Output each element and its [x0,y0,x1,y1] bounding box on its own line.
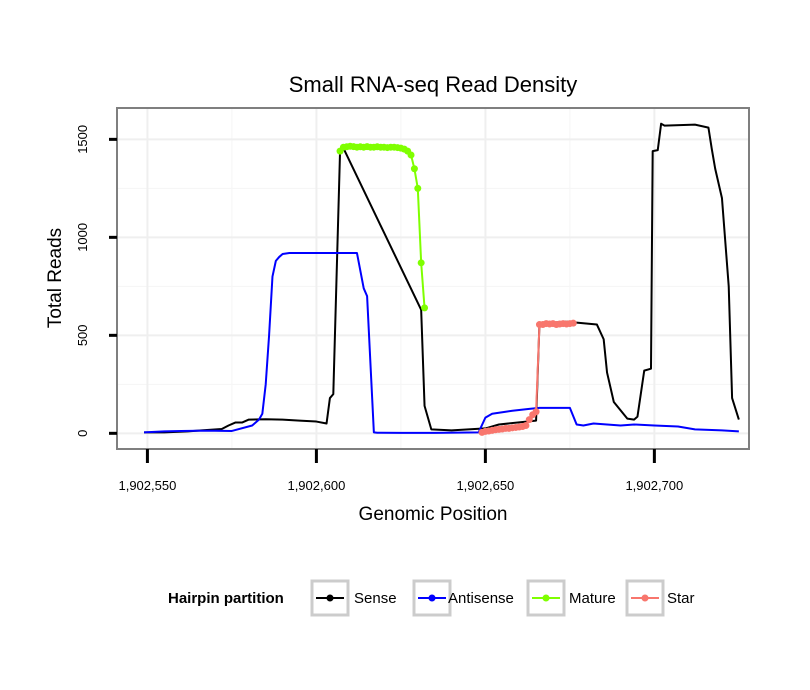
data-point-mature [407,151,415,159]
panel-background [117,108,749,449]
legend-label-antisense: Antisense [448,590,514,607]
legend-key-point [542,594,550,602]
legend-item-antisense: Antisense [412,579,514,617]
series-line-antisense [143,252,739,434]
legend-key-point [326,594,334,602]
legend-item-sense: Sense [310,579,397,617]
y-tick-label: 500 [75,324,90,346]
data-point-mature [421,304,429,312]
series-line-sense [144,122,740,434]
legend-label-star: Star [667,590,695,607]
legend-item-mature: Mature [526,579,616,617]
series-antisense [143,252,739,434]
y-axis-title: Total Reads [45,228,66,328]
legend-title: Hairpin partition [168,590,284,607]
x-tick-label: 1,902,650 [456,478,514,493]
legend-label-mature: Mature [569,590,616,607]
series-layer [143,122,740,436]
chart-title: Small RNA-seq Read Density [289,72,578,97]
data-point-star [532,408,540,416]
data-point-star [522,421,530,429]
y-tick-label: 1000 [75,223,90,252]
x-axis-title: Genomic Position [359,504,508,525]
x-tick-label: 1,902,700 [625,478,683,493]
legend-label-sense: Sense [354,590,397,607]
data-point-star [525,416,533,424]
panel-border [116,107,750,450]
x-tick-label: 1,902,600 [287,478,345,493]
data-point-mature [417,259,425,267]
legend-item-star: Star [625,579,695,617]
data-point-mature [410,165,418,173]
x-axis: 1,902,550 1,902,600 1,902,650 1,902,700 [118,449,683,493]
legend-key-point [641,594,649,602]
data-point-mature [414,184,422,192]
series-sense [144,122,740,434]
y-tick-label: 1500 [75,125,90,154]
legend-key-point [428,594,436,602]
x-tick-label: 1,902,550 [118,478,176,493]
legend: Hairpin partition Sense Antisense Mature St… [168,579,695,617]
data-point-star [569,319,577,327]
series-star [478,319,577,436]
y-axis: 0 500 1000 1500 [75,125,117,437]
y-tick-label: 0 [75,430,90,437]
plot-panel [116,107,750,450]
series-mature [336,142,429,312]
